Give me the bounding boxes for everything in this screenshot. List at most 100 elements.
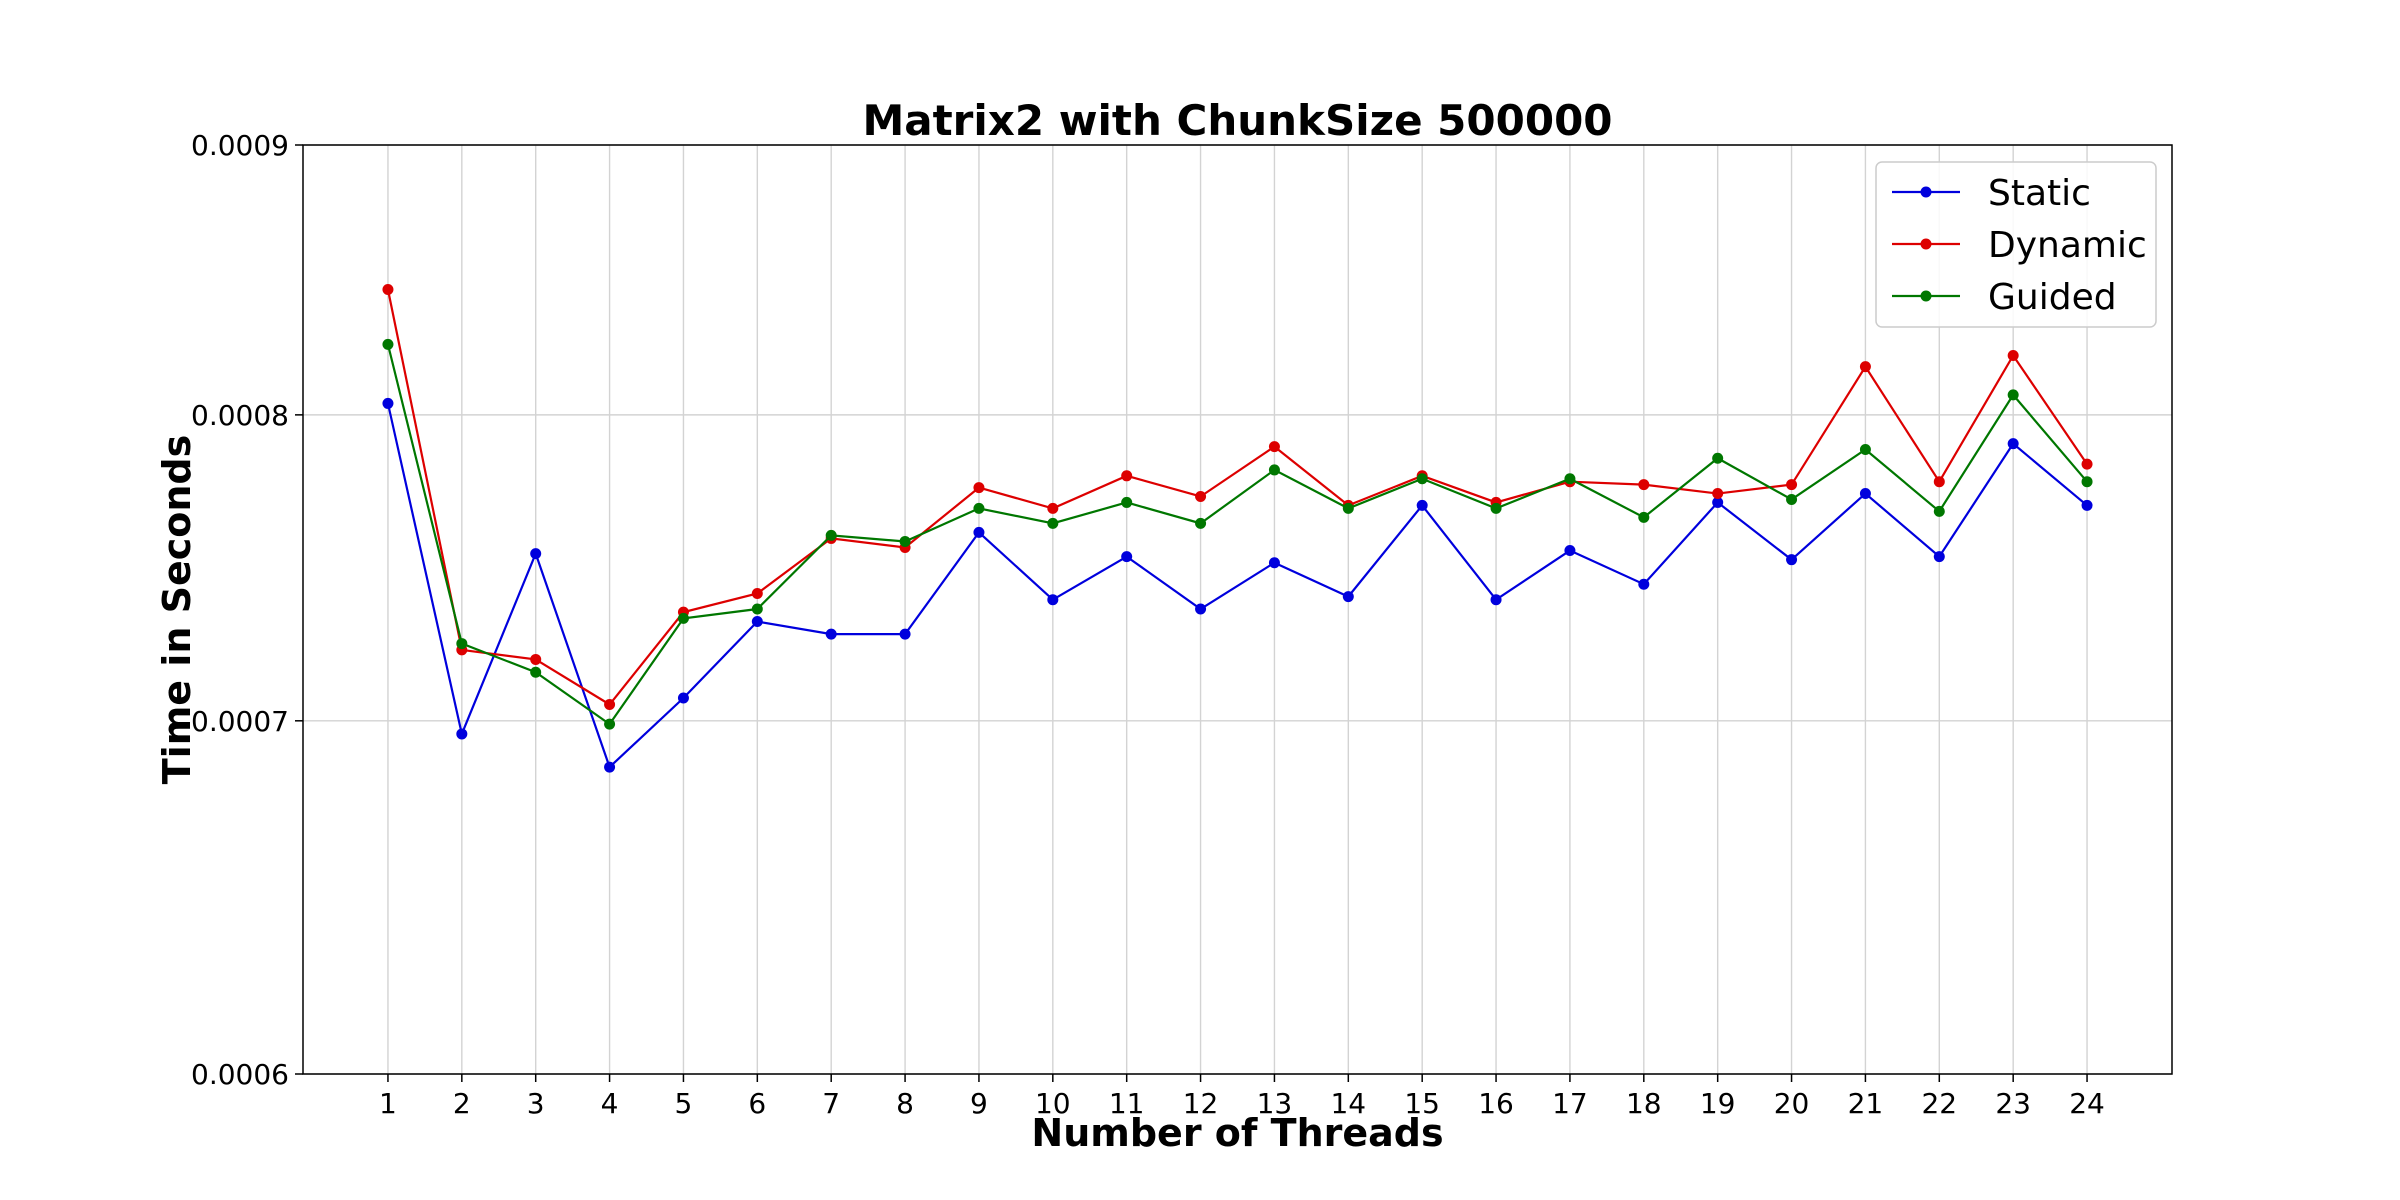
series-guided <box>382 338 2093 730</box>
axis-ticks: 1 2 3 4 5 6 7 8 9 10 11 12 13 14 15 16 17 18 19 20 21 22 23 240… <box>191 129 2105 1120</box>
plot-frame <box>302 144 2173 1075</box>
data-point-guided <box>2007 389 2019 401</box>
data-point-guided <box>2081 476 2093 488</box>
series-line-dynamic <box>386 289 2088 706</box>
x-tick-label: 14 <box>1330 1087 1366 1120</box>
x-tick-label: 7 <box>822 1087 840 1120</box>
data-point-dynamic <box>1933 476 1945 488</box>
data-point-static <box>1342 591 1354 603</box>
series-line-guided <box>386 344 2088 726</box>
data-point-guided <box>1859 443 1871 455</box>
data-point-guided <box>899 535 911 547</box>
data-point-dynamic <box>1712 488 1724 500</box>
x-tick-label: 15 <box>1404 1087 1440 1120</box>
y-tick-label: 0.0006 <box>191 1058 289 1091</box>
legend-swatch-marker <box>1920 186 1932 198</box>
data-point-static <box>825 628 837 640</box>
data-point-dynamic <box>1268 441 1280 453</box>
data-point-static <box>1638 578 1650 590</box>
data-point-static <box>973 526 985 538</box>
data-point-static <box>1712 496 1724 508</box>
data-point-guided <box>382 338 394 350</box>
data-point-guided <box>530 666 542 678</box>
data-point-dynamic <box>751 587 763 599</box>
data-point-dynamic <box>2007 349 2019 361</box>
x-tick-label: 18 <box>1626 1087 1662 1120</box>
x-tick-label: 19 <box>1700 1087 1736 1120</box>
x-tick-label: 4 <box>601 1087 619 1120</box>
y-tick-label: 0.0009 <box>191 129 289 162</box>
data-point-static <box>382 397 394 409</box>
data-point-dynamic <box>1195 490 1207 502</box>
x-tick-label: 13 <box>1257 1087 1293 1120</box>
data-point-guided <box>456 638 468 650</box>
data-point-guided <box>973 502 985 514</box>
y-tick-label: 0.0008 <box>191 399 289 432</box>
data-point-guided <box>1933 505 1945 517</box>
legend-item-guided: Guided <box>1892 277 2117 318</box>
data-point-static <box>1786 554 1798 566</box>
data-point-static <box>1195 603 1207 615</box>
data-point-dynamic <box>973 482 985 494</box>
x-tick-label: 6 <box>748 1087 766 1120</box>
legend: Static Dynamic Guided <box>1875 161 2157 328</box>
data-point-static <box>456 728 468 740</box>
legend-swatch-marker <box>1920 238 1932 250</box>
x-tick-label: 8 <box>896 1087 914 1120</box>
data-point-static <box>604 761 616 773</box>
x-tick-label: 11 <box>1109 1087 1145 1120</box>
data-point-static <box>899 628 911 640</box>
x-tick-label: 5 <box>675 1087 693 1120</box>
data-point-static <box>1047 594 1059 606</box>
data-point-static <box>1121 551 1133 563</box>
x-axis-label: Number of Threads <box>1031 1111 1443 1155</box>
series-line-static <box>386 403 2088 770</box>
data-point-dynamic <box>1638 479 1650 491</box>
data-point-static <box>677 692 689 704</box>
data-point-dynamic <box>604 699 616 711</box>
data-point-guided <box>1416 473 1428 485</box>
x-tick-label: 23 <box>1995 1087 2031 1120</box>
data-point-static <box>2081 499 2093 511</box>
data-point-guided <box>1564 473 1576 485</box>
data-point-guided <box>825 529 837 541</box>
plot-series <box>382 283 2093 773</box>
data-point-dynamic <box>1047 502 1059 514</box>
data-point-dynamic <box>1121 470 1133 482</box>
data-point-guided <box>1268 464 1280 476</box>
data-point-guided <box>1638 511 1650 523</box>
data-point-static <box>751 616 763 628</box>
data-point-static <box>2007 438 2019 450</box>
data-point-dynamic <box>2081 458 2093 470</box>
x-tick-label: 22 <box>1921 1087 1957 1120</box>
x-tick-label: 1 <box>379 1087 397 1120</box>
legend-label: Dynamic <box>1988 225 2147 266</box>
data-point-static <box>1268 557 1280 569</box>
data-point-guided <box>604 718 616 730</box>
x-tick-label: 12 <box>1183 1087 1219 1120</box>
data-point-guided <box>1342 502 1354 514</box>
data-point-static <box>1933 551 1945 563</box>
data-point-dynamic <box>530 653 542 665</box>
data-point-static <box>1859 488 1871 500</box>
data-point-static <box>1416 499 1428 511</box>
data-point-guided <box>1712 452 1724 464</box>
x-tick-label: 21 <box>1848 1087 1884 1120</box>
legend-box <box>1875 161 2157 328</box>
data-point-guided <box>1195 517 1207 529</box>
legend-label: Static <box>1988 173 2091 214</box>
data-point-guided <box>1490 502 1502 514</box>
data-point-static <box>530 548 542 560</box>
legend-item-dynamic: Dynamic <box>1892 225 2147 266</box>
x-tick-label: 20 <box>1774 1087 1810 1120</box>
data-point-dynamic <box>1859 361 1871 373</box>
legend-item-static: Static <box>1892 173 2091 214</box>
data-point-dynamic <box>1786 479 1798 491</box>
data-point-dynamic <box>382 283 394 295</box>
data-point-static <box>1564 545 1576 557</box>
data-point-guided <box>677 612 689 624</box>
y-tick-label: 0.0007 <box>191 705 289 738</box>
x-tick-label: 2 <box>453 1087 471 1120</box>
x-tick-label: 10 <box>1035 1087 1071 1120</box>
data-point-guided <box>751 603 763 615</box>
